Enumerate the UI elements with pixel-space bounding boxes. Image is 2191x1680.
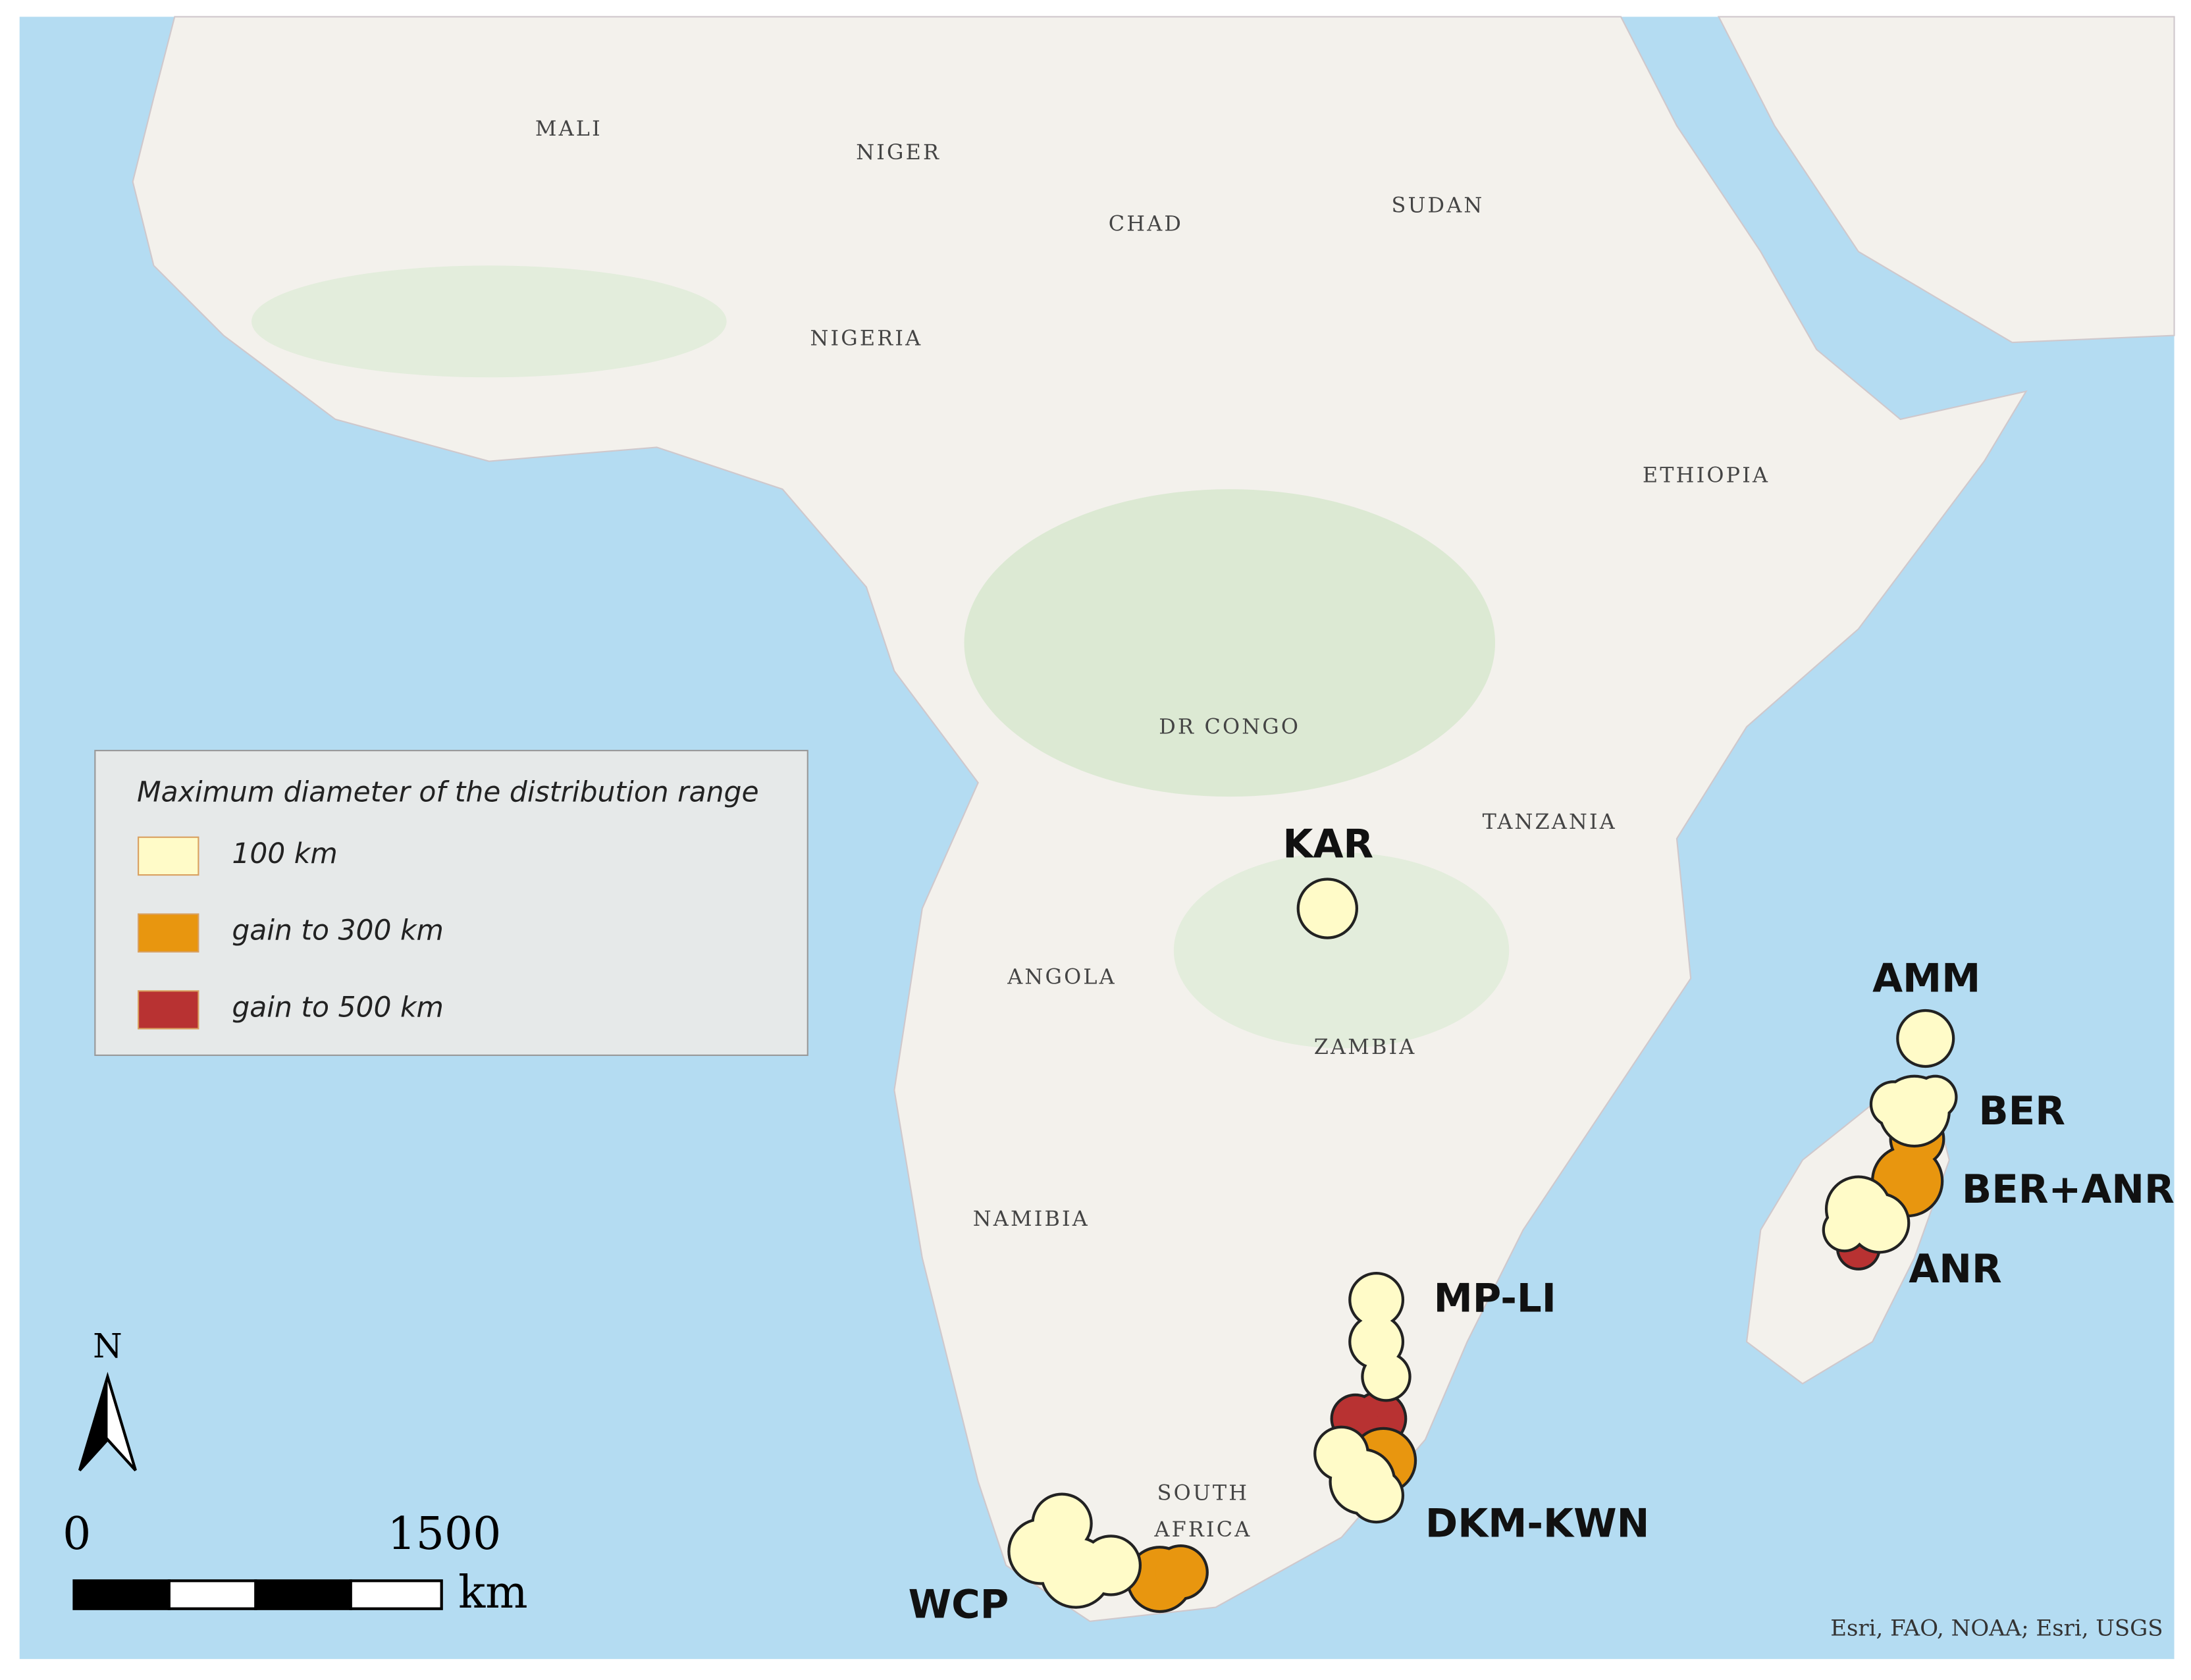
- site-label: KAR: [1282, 822, 1373, 868]
- legend-label: gain to 300 km: [232, 915, 444, 947]
- range-fill: [1899, 1012, 1953, 1065]
- legend-swatch: [138, 836, 199, 876]
- range-fill: [1851, 1195, 1908, 1251]
- country-label: SOUTH AFRICA: [1153, 1480, 1252, 1541]
- forest: [1173, 853, 1510, 1049]
- range-blob: [1869, 1074, 1958, 1148]
- country-labels: MALI NIGER CHAD SUDAN NIGERIA ETHIOPIA DR CONG…: [535, 116, 1770, 1541]
- range-fill: [1824, 1210, 1864, 1250]
- forest: [251, 265, 727, 378]
- site-label: BER: [1978, 1089, 2065, 1134]
- range-fill: [1872, 1083, 1914, 1126]
- range-blob: [1126, 1544, 1209, 1614]
- range-fill: [1351, 1470, 1402, 1521]
- attribution: Esri, FAO, NOAA; Esri, USGS: [1830, 1615, 2163, 1642]
- country-label: MALI: [535, 116, 602, 141]
- country-label: TANZANIA: [1483, 809, 1617, 834]
- site-label: BER+ANR: [1962, 1167, 2175, 1213]
- site-label: MP-LI: [1434, 1276, 1556, 1322]
- country-label: DR CONGO: [1159, 714, 1300, 739]
- site-labels: KAR AMM BER BER+ANR ANR MP-LI DKM-KWN WCP: [909, 822, 2175, 1628]
- range-fill: [1351, 1274, 1402, 1325]
- country-label: CHAD: [1109, 211, 1183, 236]
- range-fill: [1351, 1316, 1402, 1367]
- scale-bar: [72, 1579, 443, 1610]
- range-blob: [1007, 1492, 1142, 1609]
- country-label: NAMIBIA: [973, 1206, 1090, 1231]
- legend-label: gain to 500 km: [232, 991, 444, 1024]
- range-fill: [1363, 1354, 1409, 1400]
- range-blob: [1896, 1009, 1955, 1068]
- legend-title: Maximum diameter of the distribution ran…: [137, 776, 759, 808]
- scale-start: 0: [63, 1508, 91, 1560]
- country-label: ETHIOPIA: [1643, 462, 1770, 487]
- scale-unit: km: [458, 1567, 528, 1619]
- range-blob: [1348, 1272, 1412, 1402]
- range-fill: [1155, 1547, 1206, 1598]
- country-label: ZAMBIA: [1314, 1034, 1417, 1059]
- scale-end: 1500: [388, 1508, 502, 1560]
- north-arrow-fill: [79, 1377, 108, 1471]
- legend: 100 km gain to 300 km gain to 500 km: [138, 836, 444, 1030]
- legend-swatch: [138, 913, 199, 953]
- north-label: N: [93, 1327, 122, 1366]
- range-blob: [1822, 1175, 1911, 1254]
- africa: [132, 16, 2028, 1622]
- site-label: WCP: [909, 1583, 1009, 1628]
- country-label: SUDAN: [1392, 193, 1485, 218]
- range-fill: [1915, 1077, 1955, 1117]
- forest: [964, 489, 1496, 797]
- site-label: AMM: [1872, 957, 1980, 1002]
- country-label: NIGERIA: [810, 325, 922, 350]
- range-blob: [1296, 878, 1359, 939]
- site-label: DKM-KWN: [1425, 1502, 1649, 1547]
- range-fill: [1082, 1537, 1139, 1594]
- legend-swatch: [138, 990, 199, 1030]
- legend-box: [94, 750, 808, 1057]
- site-label: ANR: [1909, 1247, 2001, 1292]
- country-label: NIGER: [856, 140, 941, 165]
- country-label: ANGOLA: [1007, 964, 1117, 989]
- arabia: [1717, 16, 2175, 344]
- ranges: [1007, 878, 1958, 1614]
- range-blob: [1313, 1425, 1405, 1524]
- legend-label: 100 km: [232, 838, 337, 870]
- range-fill: [1299, 880, 1356, 937]
